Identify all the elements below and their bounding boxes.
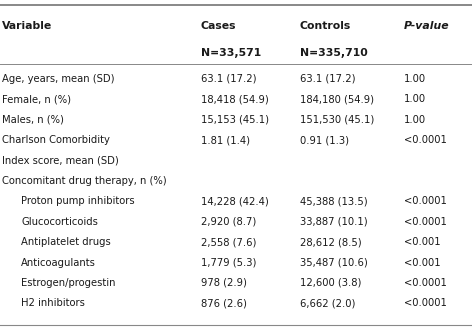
Text: Age, years, mean (SD): Age, years, mean (SD) (2, 74, 115, 84)
Text: 35,487 (10.6): 35,487 (10.6) (300, 257, 368, 268)
Text: Charlson Comorbidity: Charlson Comorbidity (2, 135, 110, 145)
Text: 18,418 (54.9): 18,418 (54.9) (201, 94, 269, 104)
Text: 1.00: 1.00 (404, 114, 426, 125)
Text: 63.1 (17.2): 63.1 (17.2) (300, 74, 355, 84)
Text: 63.1 (17.2): 63.1 (17.2) (201, 74, 256, 84)
Text: Female, n (%): Female, n (%) (2, 94, 71, 104)
Text: Estrogen/progestin: Estrogen/progestin (21, 278, 116, 288)
Text: Concomitant drug therapy, n (%): Concomitant drug therapy, n (%) (2, 176, 167, 186)
Text: <0.001: <0.001 (404, 237, 440, 247)
Text: 1.00: 1.00 (404, 94, 426, 104)
Text: 1.00: 1.00 (404, 74, 426, 84)
Text: Males, n (%): Males, n (%) (2, 114, 64, 125)
Text: N=335,710: N=335,710 (300, 48, 368, 57)
Text: 45,388 (13.5): 45,388 (13.5) (300, 196, 367, 206)
Text: <0.0001: <0.0001 (404, 298, 447, 308)
Text: 876 (2.6): 876 (2.6) (201, 298, 246, 308)
Text: 6,662 (2.0): 6,662 (2.0) (300, 298, 355, 308)
Text: 33,887 (10.1): 33,887 (10.1) (300, 217, 367, 227)
Text: 151,530 (45.1): 151,530 (45.1) (300, 114, 374, 125)
Text: P-value: P-value (404, 21, 449, 31)
Text: Cases: Cases (201, 21, 236, 31)
Text: H2 inhibitors: H2 inhibitors (21, 298, 85, 308)
Text: 0.91 (1.3): 0.91 (1.3) (300, 135, 349, 145)
Text: <0.001: <0.001 (404, 257, 440, 268)
Text: 2,558 (7.6): 2,558 (7.6) (201, 237, 256, 247)
Text: Index score, mean (SD): Index score, mean (SD) (2, 155, 119, 165)
Text: N=33,571: N=33,571 (201, 48, 261, 57)
Text: 978 (2.9): 978 (2.9) (201, 278, 246, 288)
Text: Glucocorticoids: Glucocorticoids (21, 217, 98, 227)
Text: Proton pump inhibitors: Proton pump inhibitors (21, 196, 135, 206)
Text: 14,228 (42.4): 14,228 (42.4) (201, 196, 269, 206)
Text: 12,600 (3.8): 12,600 (3.8) (300, 278, 361, 288)
Text: Controls: Controls (300, 21, 351, 31)
Text: 1.81 (1.4): 1.81 (1.4) (201, 135, 250, 145)
Text: Anticoagulants: Anticoagulants (21, 257, 96, 268)
Text: <0.0001: <0.0001 (404, 278, 447, 288)
Text: <0.0001: <0.0001 (404, 196, 447, 206)
Text: 1,779 (5.3): 1,779 (5.3) (201, 257, 256, 268)
Text: <0.0001: <0.0001 (404, 217, 447, 227)
Text: 15,153 (45.1): 15,153 (45.1) (201, 114, 269, 125)
Text: 184,180 (54.9): 184,180 (54.9) (300, 94, 374, 104)
Text: 2,920 (8.7): 2,920 (8.7) (201, 217, 256, 227)
Text: <0.0001: <0.0001 (404, 135, 447, 145)
Text: Antiplatelet drugs: Antiplatelet drugs (21, 237, 111, 247)
Text: Variable: Variable (2, 21, 52, 31)
Text: 28,612 (8.5): 28,612 (8.5) (300, 237, 362, 247)
